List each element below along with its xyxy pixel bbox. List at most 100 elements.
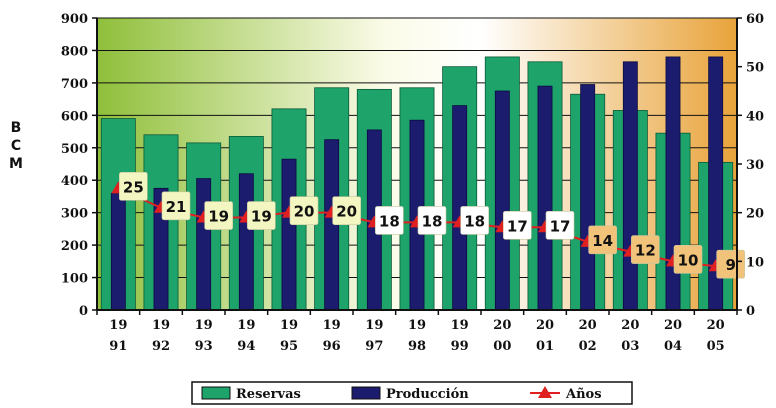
- x-tick-label-bottom: 01: [536, 339, 554, 354]
- y-tick-label: 900: [61, 12, 88, 27]
- legend-swatch-produccion: [351, 386, 381, 400]
- bar-produccion: [580, 84, 596, 311]
- legend-label-produccion: Producción: [386, 387, 469, 402]
- x-tick-label-top: 19: [365, 318, 383, 333]
- data-label: 9: [725, 256, 735, 274]
- x-tick-label-top: 19: [280, 318, 298, 333]
- data-label: 19: [251, 208, 272, 226]
- y2-tick-label: 10: [746, 255, 764, 270]
- data-label-box: [289, 196, 319, 225]
- y-tick-label: 100: [61, 272, 88, 287]
- data-label-box: [332, 196, 361, 225]
- x-tick-label-bottom: 92: [152, 339, 170, 354]
- y-axis-label-char: C: [11, 138, 21, 154]
- x-tick-label-top: 19: [237, 318, 255, 333]
- data-label-box: [673, 245, 703, 274]
- y-tick-label: 400: [61, 174, 88, 189]
- data-label: 20: [336, 203, 357, 221]
- data-label-box: [588, 225, 617, 255]
- y-tick-label: 200: [61, 239, 88, 254]
- data-label: 20: [294, 203, 315, 221]
- x-tick-label-top: 20: [664, 318, 682, 333]
- bar-produccion: [537, 85, 553, 311]
- x-tick-label-top: 19: [408, 318, 426, 333]
- y2-tick-label: 60: [746, 12, 764, 27]
- x-tick-label-bottom: 97: [365, 339, 383, 354]
- data-label-box: [460, 206, 489, 235]
- y-tick-label: 300: [61, 207, 88, 222]
- x-tick-label-bottom: 00: [493, 339, 511, 354]
- legend-label-reservas: Reservas: [236, 387, 301, 402]
- x-tick-label-bottom: 96: [323, 339, 341, 354]
- y2-tick-label: 0: [746, 304, 755, 319]
- x-tick-label-bottom: 93: [195, 339, 213, 354]
- y-axis-left: 0 100 200 300 400 500 600 700 800 900: [61, 12, 97, 319]
- data-label-box: [247, 201, 276, 230]
- y-axis-label-char: M: [9, 156, 23, 172]
- data-label: 14: [592, 232, 613, 250]
- x-tick-label-top: 20: [621, 318, 639, 333]
- x-tick-label-bottom: 03: [621, 339, 639, 354]
- x-tick-label-bottom: 05: [707, 339, 725, 354]
- x-tick-label-top: 19: [195, 318, 213, 333]
- bar-produccion: [196, 178, 212, 311]
- x-tick-label-top: 20: [493, 318, 511, 333]
- bar-produccion: [110, 192, 126, 311]
- x-tick-label-bottom: 98: [408, 339, 426, 354]
- data-label-box: [204, 201, 233, 230]
- data-label: 19: [208, 208, 229, 226]
- series-produccion: [110, 56, 724, 311]
- data-label: 12: [635, 242, 656, 260]
- data-label: 17: [507, 217, 528, 235]
- x-tick-label-top: 20: [536, 318, 554, 333]
- y-tick-label: 700: [61, 77, 88, 92]
- data-label: 25: [123, 178, 144, 196]
- y-tick-label: 600: [61, 109, 88, 124]
- x-tick-label-top: 19: [152, 318, 170, 333]
- data-label-box: [119, 172, 148, 201]
- y-tick-label: 800: [61, 44, 88, 59]
- x-axis: 19 91 19 92 19 93 19 94 19 95 19 96 19 97 19 98 19 99 20 00…: [96, 310, 738, 354]
- legend-frame: [191, 381, 633, 405]
- y2-tick-label: 40: [746, 109, 764, 124]
- data-label: 18: [422, 212, 443, 230]
- x-tick-label-bottom: 94: [237, 339, 255, 354]
- data-label-box: [503, 210, 532, 240]
- x-tick-label-top: 19: [109, 318, 127, 333]
- data-label-box: [375, 206, 404, 235]
- bar-produccion: [494, 90, 510, 311]
- data-label-box: [631, 235, 660, 264]
- x-tick-label-bottom: 99: [451, 339, 469, 354]
- x-tick-label-top: 19: [323, 318, 341, 333]
- data-label: 18: [464, 212, 485, 230]
- data-label: 10: [678, 251, 699, 269]
- data-label: 21: [166, 198, 187, 216]
- y-axis-label-char: B: [11, 120, 22, 136]
- x-tick-label-bottom: 04: [664, 339, 682, 354]
- bar-produccion: [238, 173, 254, 311]
- y-tick-label: 500: [61, 142, 88, 157]
- bar-produccion: [622, 61, 638, 311]
- data-label-box: [161, 191, 191, 221]
- legend: Reservas Producción Años: [191, 381, 633, 405]
- data-label: 17: [550, 217, 571, 235]
- y2-tick-label: 20: [746, 207, 764, 222]
- x-tick-label-bottom: 95: [280, 339, 298, 354]
- x-tick-label-top: 20: [707, 318, 725, 333]
- bar-produccion: [281, 158, 297, 311]
- y-tick-label: 0: [79, 304, 88, 319]
- y-axis-right: 0 10 20 30 40 50 60: [737, 12, 764, 319]
- legend-swatch-reservas: [201, 386, 231, 400]
- data-label-box: [545, 210, 575, 240]
- data-label: 18: [379, 212, 400, 230]
- y2-tick-label: 30: [746, 158, 764, 173]
- x-tick-label-bottom: 91: [109, 339, 127, 354]
- y2-tick-label: 50: [746, 61, 764, 76]
- x-tick-label-top: 20: [579, 318, 597, 333]
- data-label-box: [417, 206, 447, 235]
- legend-label-anos: Años: [565, 387, 602, 402]
- legend-marker-anos: [538, 386, 552, 398]
